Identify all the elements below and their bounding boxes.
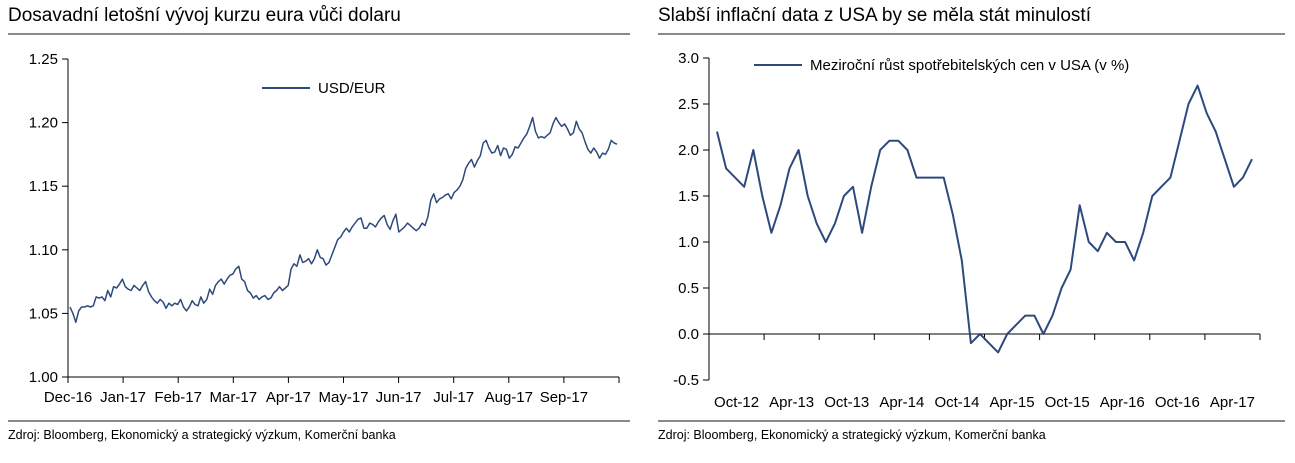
x-tick-label: Oct-13 [824, 394, 869, 411]
y-tick-label: 2.0 [678, 142, 699, 159]
top-divider [8, 33, 630, 35]
y-tick-label: 2.5 [678, 96, 699, 113]
x-tick-label: May-17 [318, 389, 368, 406]
y-tick-label: 1.00 [29, 369, 58, 386]
y-tick-label: 1.25 [29, 51, 58, 68]
x-tick-label: Oct-16 [1155, 394, 1200, 411]
legend-label: USD/EUR [318, 80, 386, 97]
x-tick-label: Mar-17 [210, 389, 258, 406]
x-tick-label: Apr-16 [1100, 394, 1145, 411]
series-line [716, 84, 1253, 354]
series-line [69, 116, 618, 324]
source-note: Zdroj: Bloomberg, Ekonomický a strategic… [658, 428, 1046, 442]
chart-title: Dosavadní letošní vývoj kurzu eura vůči … [8, 5, 401, 26]
x-tick-label: Feb-17 [154, 389, 202, 406]
y-tick-label: 1.05 [29, 305, 58, 322]
x-tick-label: Jun-17 [376, 389, 422, 406]
x-tick-label: Jul-17 [433, 389, 474, 406]
us-cpi-chart-panel: Slabší inflační data z USA by se měla st… [650, 0, 1295, 463]
usd-eur-chart: 1.25 1.20 1.15 1.10 1.05 1.00 Dec-16 Jan-17 Feb-… [29, 51, 620, 406]
x-tick-label: Apr-15 [990, 394, 1035, 411]
x-tick-label: Jan-17 [100, 389, 146, 406]
x-tick-label: Aug-17 [485, 389, 533, 406]
x-tick-label: Dec-16 [44, 389, 92, 406]
us-cpi-chart: 3.0 2.5 2.0 1.5 1.0 0.5 0.0 -0.5 Oct-12 Apr-13 Oct… [673, 50, 1261, 411]
x-tick-label: Apr-13 [769, 394, 814, 411]
source-note: Zdroj: Bloomberg, Ekonomický a strategic… [8, 428, 396, 442]
y-tick-label: 0.0 [678, 326, 699, 343]
y-tick-label: -0.5 [673, 372, 699, 389]
usd-eur-chart-panel: Dosavadní letošní vývoj kurzu eura vůči … [0, 0, 640, 463]
y-tick-label: 1.5 [678, 188, 699, 205]
y-tick-label: 1.0 [678, 234, 699, 251]
y-tick-label: 0.5 [678, 280, 699, 297]
x-tick-label: Sep-17 [540, 389, 588, 406]
bottom-divider [8, 420, 630, 422]
x-tick-label: Oct-15 [1045, 394, 1090, 411]
bottom-divider [658, 420, 1285, 422]
y-tick-label: 1.20 [29, 115, 58, 132]
y-tick-label: 3.0 [678, 50, 699, 67]
y-tick-label: 1.15 [29, 178, 58, 195]
x-tick-label: Oct-12 [714, 394, 759, 411]
x-tick-label: Apr-17 [1210, 394, 1255, 411]
x-tick-label: Apr-17 [266, 389, 311, 406]
top-divider [658, 33, 1285, 35]
legend-label: Meziroční růst spotřebitelských cen v US… [810, 57, 1129, 74]
chart-title: Slabší inflační data z USA by se měla st… [658, 5, 1091, 26]
x-tick-label: Apr-14 [879, 394, 924, 411]
x-tick-label: Oct-14 [934, 394, 979, 411]
y-tick-label: 1.10 [29, 242, 58, 259]
